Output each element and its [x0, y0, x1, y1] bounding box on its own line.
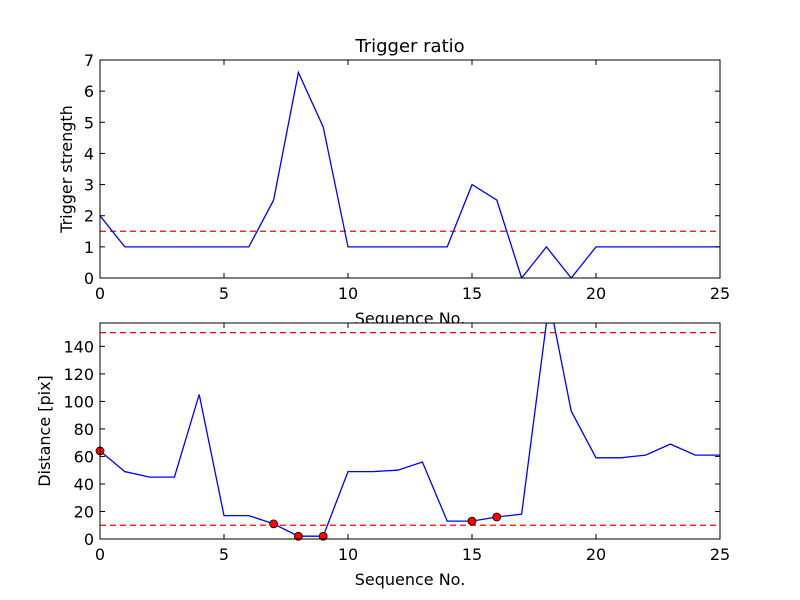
y-axis-label: Distance [pix]: [35, 375, 54, 487]
data-point-marker: [269, 519, 279, 529]
chart-title: Trigger ratio: [354, 36, 464, 57]
y-axis-label: Trigger strength: [57, 105, 76, 234]
y-tick-label: 5: [84, 113, 94, 132]
series-line: [100, 70, 720, 278]
data-point-marker: [293, 531, 303, 541]
x-tick-label: 20: [586, 284, 606, 303]
axes-frame: [99, 59, 721, 279]
plot-area: [100, 60, 720, 278]
plot-area: [100, 323, 720, 539]
y-tick-label: 60: [74, 447, 94, 466]
x-tick-label: 5: [219, 284, 229, 303]
data-point-marker: [467, 516, 477, 526]
y-tick-label: 0: [84, 269, 94, 288]
distance-plot: 0 5 10 15 20 25 0 20 40 60 80 100 120 140 Sequence No.…: [35, 322, 730, 589]
x-tick-label: 10: [338, 545, 358, 564]
y-tick-label: 0: [84, 530, 94, 549]
y-tick-label: 4: [84, 144, 94, 163]
series-line: [100, 323, 720, 537]
x-tick-label: 0: [95, 545, 105, 564]
y-tick-label: 2: [84, 207, 94, 226]
data-layer: [100, 70, 720, 278]
trigger-ratio-plot: Trigger ratio 0 5 10 15 20 2501234567Sequence…: [57, 36, 730, 328]
x-tick-label: 10: [338, 284, 358, 303]
axes-frame: [99, 322, 721, 540]
y-tick-label: 1: [84, 238, 94, 257]
x-tick-label: 25: [710, 284, 730, 303]
x-tick-label: 20: [586, 545, 606, 564]
y-tick-label: 100: [63, 392, 94, 411]
y-tick-label: 3: [84, 176, 94, 195]
x-tick-label: 0: [95, 284, 105, 303]
x-tick-label: 15: [462, 545, 482, 564]
y-tick-label: 6: [84, 82, 94, 101]
y-tick-label: 120: [63, 365, 94, 384]
y-tick-label: 80: [74, 420, 94, 439]
x-tick-label: 15: [462, 284, 482, 303]
x-axis-label: Sequence No.: [355, 570, 466, 589]
y-tick-label: 20: [74, 502, 94, 521]
x-tick-label: 5: [219, 545, 229, 564]
y-tick-label: 40: [74, 475, 94, 494]
data-point-marker: [318, 531, 328, 541]
y-tick-label: 7: [84, 51, 94, 70]
data-layer: [100, 323, 720, 537]
y-tick-label: 140: [63, 337, 94, 356]
data-point-marker: [492, 512, 502, 522]
x-tick-label: 25: [710, 545, 730, 564]
